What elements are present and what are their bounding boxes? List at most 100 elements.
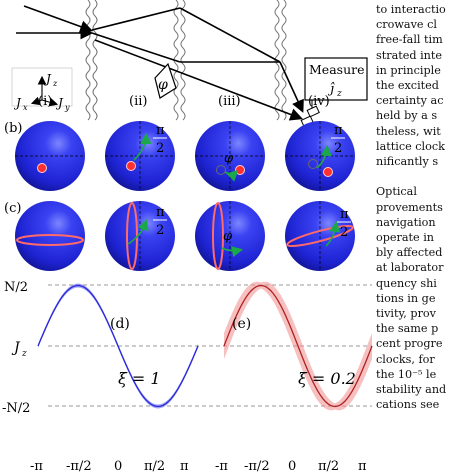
svg-text:z: z	[21, 349, 27, 359]
side-text-line: clocks, for	[376, 352, 435, 366]
measure-operator-sub: z	[336, 89, 342, 99]
axis-jx-label: J	[13, 96, 22, 110]
phase-symbol-sphere: φ	[224, 151, 234, 166]
coordinate-axes: J z J x J y	[11, 67, 73, 112]
column-header-iii: (iii)	[218, 94, 241, 109]
plot-e: (e) ξ = 0.2	[223, 281, 373, 411]
series-line	[37, 284, 199, 408]
plot-d-xi: ξ = 1	[118, 369, 161, 388]
x-tick: π/2	[318, 459, 339, 474]
side-text-line: stability and	[376, 383, 447, 397]
side-text-line: the same p	[376, 322, 439, 336]
side-text-line: nificantly s	[376, 155, 439, 169]
detector-icon	[300, 100, 320, 128]
x-tick: -π	[215, 459, 228, 474]
side-text-column: to interactio crowave cl free-fall tim stra…	[376, 2, 474, 412]
side-text-line: free-fall tim	[376, 33, 443, 47]
bloch-sphere-c-iv: π 2	[285, 201, 355, 271]
x-tick: 0	[288, 459, 296, 474]
plot-e-xi: ξ = 0.2	[298, 369, 356, 388]
measure-box	[304, 57, 368, 101]
axis-jy-label: J	[55, 96, 64, 110]
plot-d: (d) ξ = 1	[37, 283, 199, 409]
column-header-iv: (iv)	[308, 94, 330, 109]
plot-e-label: (e)	[232, 316, 251, 332]
x-tick: -π	[30, 459, 43, 474]
side-text-line: tivity, prov	[376, 307, 436, 321]
y-tick-bottom: -N/2	[2, 401, 30, 416]
side-text-line: theless, wit	[376, 124, 441, 138]
x-tick: π/2	[144, 459, 165, 474]
series-line	[223, 284, 373, 408]
svg-text:π: π	[340, 207, 349, 222]
svg-text:2: 2	[334, 141, 342, 156]
side-text-line: strated inte	[376, 48, 442, 62]
plot-d-label: (d)	[110, 316, 130, 332]
pi-over-2-den: 2	[156, 141, 164, 156]
x-tick: -π/2	[66, 459, 92, 474]
phase-symbol: φ	[158, 77, 168, 93]
bloch-sphere-c-iii: φ	[195, 201, 265, 271]
side-text-line: to interactio	[376, 3, 446, 16]
side-text-line: quency shi	[376, 276, 437, 290]
side-text-line: Optical	[376, 185, 417, 199]
svg-text:y: y	[64, 103, 70, 112]
bloch-sphere-c-i	[15, 201, 85, 271]
bloch-sphere-c-ii: π 2	[105, 201, 175, 271]
phase-shifter: φ	[154, 62, 177, 99]
pi-over-2-num: π	[156, 123, 165, 138]
state-dot	[235, 165, 245, 175]
x-tick: π	[358, 459, 367, 474]
state-dot	[323, 167, 333, 177]
x-tick: 0	[114, 459, 122, 474]
x-tick-labels: -π -π/2 0 π/2 π -π -π/2 0 π/2 π	[30, 459, 367, 474]
plot-e-curve	[223, 281, 373, 411]
svg-text:2: 2	[340, 225, 348, 240]
svg-text:π: π	[156, 205, 165, 220]
bloch-sphere-b-i	[15, 121, 85, 191]
side-text-line: at laborator	[376, 261, 444, 275]
side-text-line: held by a s	[376, 109, 438, 123]
svg-text:2: 2	[156, 223, 164, 238]
state-dot	[126, 161, 136, 171]
measure-label: Measure	[309, 62, 365, 77]
column-header-i: (i)	[38, 94, 52, 109]
side-text-line: lattice clock	[376, 139, 445, 153]
plot-axes: N/2 J z -N/2	[2, 280, 372, 416]
svg-text:π: π	[334, 123, 343, 138]
side-text-line: bly affected	[376, 246, 443, 260]
bloch-sphere-b-ii: π 2	[105, 121, 175, 191]
side-text-line: in principle	[376, 63, 441, 77]
row-b-spheres: π 2 φ π 2	[15, 121, 355, 191]
svg-text:x: x	[23, 103, 28, 112]
row-label-c: (c)	[4, 201, 21, 216]
side-text-line	[376, 169, 474, 184]
side-text-line: the excited	[376, 79, 439, 93]
svg-text:φ: φ	[223, 229, 233, 244]
side-text-line: provements	[376, 200, 443, 214]
plot-d-curve	[37, 283, 199, 409]
y-tick-top: N/2	[4, 280, 28, 295]
row-label-b: (b)	[4, 121, 22, 136]
side-text-line: certainty ac	[376, 94, 444, 108]
side-text-line: navigation	[376, 215, 436, 229]
side-text-line: cations see	[376, 398, 440, 412]
column-header-ii: (ii)	[129, 94, 147, 109]
row-c-spheres: π 2 φ π 2	[15, 201, 355, 271]
y-tick-mid: J	[11, 340, 21, 356]
x-tick: π	[180, 459, 189, 474]
side-text-line: tions in ge	[376, 291, 436, 305]
measure-operator: ĵ	[327, 82, 335, 97]
side-text-line: operate in	[376, 231, 434, 245]
side-text-line: crowave cl	[376, 18, 437, 32]
interferometer-schematic: φ Measure ĵ z J z J x J y	[11, 0, 368, 128]
svg-text:z: z	[52, 79, 58, 88]
laser-pulse-1	[85, 0, 91, 121]
bloch-sphere-b-iv: π 2	[285, 121, 355, 191]
side-text-line: the 10⁻⁵ le	[376, 367, 437, 381]
state-dot	[37, 163, 47, 173]
x-tick: -π/2	[244, 459, 270, 474]
side-text-line: cent progre	[376, 337, 443, 351]
bloch-sphere-b-iii: φ	[195, 121, 265, 191]
